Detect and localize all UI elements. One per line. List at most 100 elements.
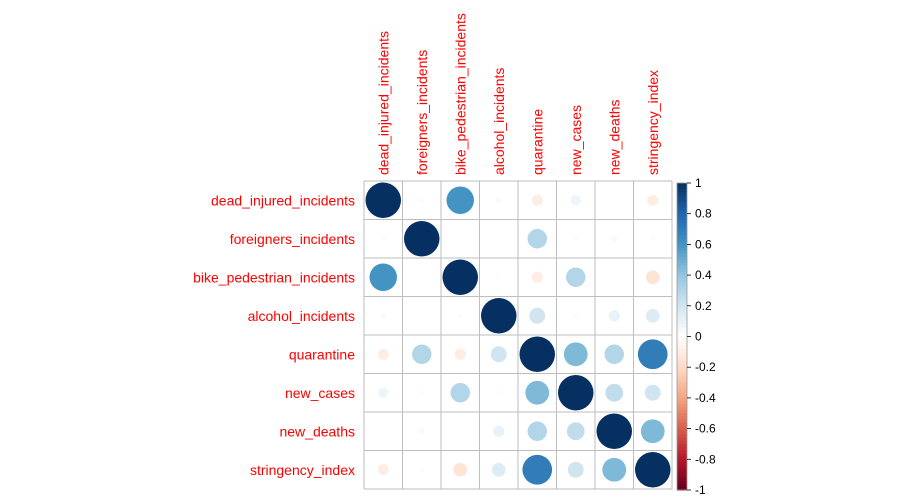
colorbar-segment: [677, 195, 687, 199]
colorbar-segment: [677, 216, 687, 221]
colorbar-segment: [677, 447, 687, 451]
colorbar-segment: [677, 241, 687, 245]
colorbar-segment: [677, 305, 687, 310]
colorbar-segment: [677, 290, 687, 295]
corr-circle-new_deaths-foreigners_incidents: [418, 428, 425, 435]
colorbar-segment: [677, 364, 687, 368]
colorbar-tick-label: 1: [695, 176, 702, 190]
colorbar-tick-label: -0.2: [695, 360, 716, 374]
corr-circle-new_deaths-quarantine: [527, 421, 547, 441]
matrix-grid: [363, 180, 673, 490]
colorbar-segment: [677, 351, 687, 356]
colorbar-segment: [677, 382, 687, 387]
colorbar-segment: [677, 204, 687, 209]
colorbar-segment: [677, 434, 687, 439]
corr-circle-new_deaths-dead_injured_incidents: [381, 429, 386, 434]
corr-circle-new_deaths-bike_pedestrian_incidents: [458, 429, 463, 434]
corr-circle-new_deaths-new_cases: [566, 422, 585, 441]
colorbar-segment: [677, 357, 687, 362]
corr-circle-foreigners_incidents-new_deaths: [611, 235, 618, 242]
colorbar-segment: [677, 315, 687, 319]
row-label-new_cases: new_cases: [285, 385, 355, 401]
corr-circle-alcohol_incidents-dead_injured_incidents: [380, 312, 387, 319]
colorbar-segment: [677, 311, 687, 316]
corr-circle-stringency_index-bike_pedestrian_incidents: [453, 462, 468, 477]
colorbar-segment: [677, 265, 687, 270]
colorbar-segment: [677, 419, 687, 424]
colorbar-segment: [677, 367, 687, 371]
corr-circle-new_cases-quarantine: [525, 380, 550, 405]
colorbar-segment: [677, 443, 687, 448]
colorbar-segment: [677, 198, 687, 203]
colorbar-segment: [677, 453, 687, 457]
colorbar-segment: [677, 425, 687, 430]
corr-circle-bike_pedestrian_incidents-stringency_index: [645, 270, 660, 285]
colorbar-segment: [677, 474, 687, 479]
column-label-new_cases: new_cases: [568, 105, 584, 175]
corr-circle-alcohol_incidents-stringency_index: [645, 308, 660, 323]
corr-circle-new_cases-new_cases: [558, 375, 594, 411]
colorbar-segment: [677, 410, 687, 414]
corr-circle-bike_pedestrian_incidents-bike_pedestrian_incidents: [442, 259, 478, 295]
colorbar-segment: [677, 342, 687, 347]
correlation-circles: [365, 182, 671, 488]
colorbar-segment: [677, 244, 687, 249]
colorbar-tick-label: 0: [695, 330, 702, 344]
corr-circle-bike_pedestrian_incidents-foreigners_incidents: [419, 275, 424, 280]
colorbar-segment: [677, 379, 687, 384]
colorbar-segment: [677, 459, 687, 463]
colorbar-segment: [677, 250, 687, 255]
row-label-dead_injured_incidents: dead_injured_incidents: [211, 192, 355, 208]
column-label-dead_injured_incidents: dead_injured_incidents: [375, 31, 391, 175]
colorbar-segment: [677, 483, 687, 488]
colorbar-segment: [677, 400, 687, 405]
corr-circle-alcohol_incidents-new_cases: [573, 313, 579, 319]
colorbar-segment: [677, 428, 687, 433]
colorbar-segment: [677, 256, 687, 261]
column-label-bike_pedestrian_incidents: bike_pedestrian_incidents: [452, 13, 468, 175]
corr-circle-new_cases-foreigners_incidents: [419, 390, 425, 396]
colorbar-segment: [677, 201, 687, 206]
colorbar-tick-label: 0.8: [695, 207, 712, 221]
colorbar-segment: [677, 471, 687, 476]
colorbar-segment: [677, 299, 687, 304]
colorbar-segment: [677, 183, 687, 187]
corr-circle-dead_injured_incidents-alcohol_incidents: [495, 197, 502, 204]
colorbar-segment: [677, 281, 687, 285]
colorbar-segment: [677, 235, 687, 239]
corr-circle-bike_pedestrian_incidents-alcohol_incidents: [496, 274, 502, 280]
colorbar-segment: [677, 238, 687, 242]
column-label-alcohol_incidents: alcohol_incidents: [491, 68, 507, 175]
corr-circle-new_cases-alcohol_incidents: [496, 390, 502, 396]
colorbar-segment: [677, 302, 687, 307]
corr-circle-quarantine-dead_injured_incidents: [377, 348, 389, 360]
colorbar-segment: [677, 262, 687, 267]
row-labels: dead_injured_incidents foreigners_inciden…: [193, 192, 355, 478]
colorbar-segment: [677, 186, 687, 190]
colorbar-segment: [677, 284, 687, 288]
colorbar-segment: [677, 370, 687, 374]
corr-circle-stringency_index-stringency_index: [635, 452, 671, 488]
colorbar-segment: [677, 336, 687, 341]
colorbar-segment: [677, 247, 687, 252]
colorbar-tick-label: 0.4: [695, 268, 712, 282]
colorbar-segment: [677, 219, 687, 224]
colorbar-segment: [677, 225, 687, 230]
colorbar-tick-label: -0.6: [695, 422, 716, 436]
color-legend: 1 0.8 0.6 0.4 0.2 0 -0.2 -0.4 -0.6 -0.8 -1: [676, 176, 716, 497]
colorbar-segment: [677, 287, 687, 292]
colorbar-segment: [677, 354, 687, 359]
corr-circle-quarantine-alcohol_incidents: [490, 346, 507, 363]
corr-circle-foreigners_incidents-dead_injured_incidents: [380, 236, 386, 242]
corr-circle-foreigners_incidents-quarantine: [527, 229, 547, 249]
colorbar-tick-label: -1: [695, 483, 706, 497]
corr-circle-foreigners_incidents-bike_pedestrian_incidents: [458, 236, 463, 241]
corr-circle-quarantine-stringency_index: [637, 339, 668, 370]
corr-circle-quarantine-new_cases: [563, 342, 588, 367]
colorbar-segment: [677, 192, 687, 196]
colorbar-segment: [677, 477, 687, 482]
colorbar-segment: [677, 388, 687, 393]
colorbar-segment: [677, 308, 687, 313]
colorbar-segment: [677, 376, 687, 381]
